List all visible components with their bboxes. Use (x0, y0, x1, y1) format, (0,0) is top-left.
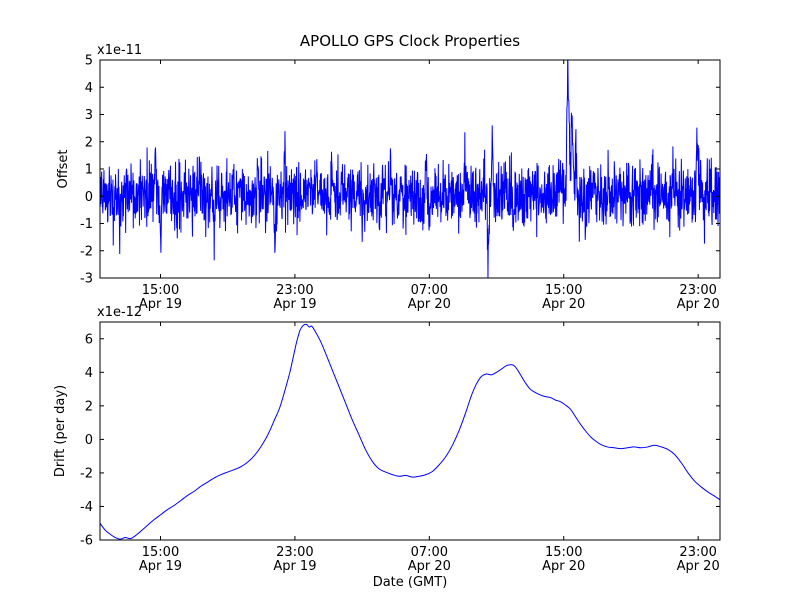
y-tick-label: 4 (85, 81, 93, 96)
drift-scale-label: x1e-12 (97, 305, 142, 320)
x-tick-label-date: Apr 19 (273, 559, 316, 574)
y-tick-label: 4 (85, 366, 93, 381)
x-tick-label-date: Apr 20 (408, 297, 451, 312)
x-tick-label-time: 23:00 (276, 283, 313, 298)
x-tick-label-time: 23:00 (679, 545, 716, 560)
y-tick-label: -2 (80, 244, 93, 259)
x-tick-label-time: 15:00 (545, 545, 582, 560)
y-tick-label: 1 (85, 163, 93, 178)
x-tick-label-time: 07:00 (411, 283, 448, 298)
y-tick-label: -6 (80, 534, 93, 549)
x-tick-label-time: 15:00 (142, 545, 179, 560)
drift-series-line (100, 323, 720, 540)
x-tick-label-date: Apr 19 (139, 297, 182, 312)
y-tick-label: 2 (85, 399, 93, 414)
x-tick-label-date: Apr 19 (273, 297, 316, 312)
x-axis-label: Date (GMT) (373, 575, 448, 590)
x-tick-label-time: 07:00 (411, 545, 448, 560)
y-tick-label: -4 (80, 500, 93, 515)
y-tick-label: -3 (80, 272, 93, 287)
x-tick-label-date: Apr 20 (542, 559, 585, 574)
y-tick-label: 5 (85, 54, 93, 69)
x-tick-label-date: Apr 20 (677, 559, 720, 574)
y-tick-label: -1 (80, 217, 93, 232)
y-tick-label: 6 (85, 332, 93, 347)
offset-scale-label: x1e-11 (97, 43, 142, 58)
x-tick-label-date: Apr 19 (139, 559, 182, 574)
y-tick-label: 0 (85, 190, 93, 205)
y-tick-label: 3 (85, 108, 93, 123)
y-tick-label: -2 (80, 466, 93, 481)
x-tick-label-time: 23:00 (276, 545, 313, 560)
x-tick-label-date: Apr 20 (408, 559, 451, 574)
x-tick-label-time: 15:00 (545, 283, 582, 298)
offset-series-line (100, 60, 720, 278)
x-tick-label-time: 23:00 (679, 283, 716, 298)
drift-y-axis-label: Drift (per day) (53, 385, 68, 477)
drift-frame (99, 321, 721, 541)
x-tick-label-date: Apr 20 (677, 297, 720, 312)
chart-title: APOLLO GPS Clock Properties (300, 32, 520, 50)
y-tick-label: 2 (85, 135, 93, 150)
x-tick-label-time: 15:00 (142, 283, 179, 298)
x-tick-label-date: Apr 20 (542, 297, 585, 312)
offset-y-axis-label: Offset (56, 149, 71, 188)
y-tick-label: 0 (85, 433, 93, 448)
figure-text: APOLLO GPS Clock Properties x1e-11 x1e-1… (53, 32, 520, 590)
